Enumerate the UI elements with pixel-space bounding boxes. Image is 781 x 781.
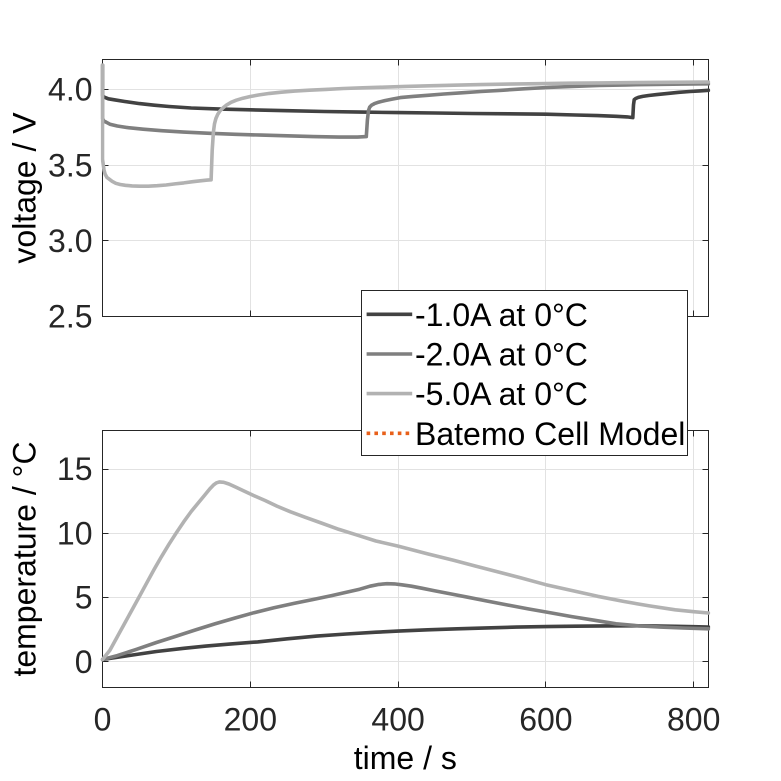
svg-text:-5.0A at 0°C: -5.0A at 0°C — [415, 376, 588, 412]
svg-text:200: 200 — [224, 702, 277, 738]
svg-text:400: 400 — [371, 702, 424, 738]
svg-text:-2.0A at 0°C: -2.0A at 0°C — [415, 337, 588, 373]
svg-text:800: 800 — [667, 702, 720, 738]
svg-text:voltage / V: voltage / V — [6, 112, 42, 264]
svg-text:4.0: 4.0 — [48, 72, 92, 108]
svg-text:5: 5 — [75, 580, 93, 616]
svg-text:time / s: time / s — [354, 740, 457, 776]
svg-text:2.5: 2.5 — [48, 299, 92, 335]
svg-text:0: 0 — [94, 702, 112, 738]
svg-text:10: 10 — [57, 515, 93, 551]
svg-text:600: 600 — [519, 702, 572, 738]
svg-text:15: 15 — [57, 451, 93, 487]
svg-text:-1.0A at 0°C: -1.0A at 0°C — [415, 297, 588, 333]
svg-text:Batemo Cell Model: Batemo Cell Model — [415, 416, 685, 452]
svg-text:3.5: 3.5 — [48, 147, 92, 183]
svg-text:temperature / °C: temperature / °C — [6, 441, 42, 676]
svg-text:0: 0 — [75, 644, 93, 680]
svg-text:3.0: 3.0 — [48, 223, 92, 259]
